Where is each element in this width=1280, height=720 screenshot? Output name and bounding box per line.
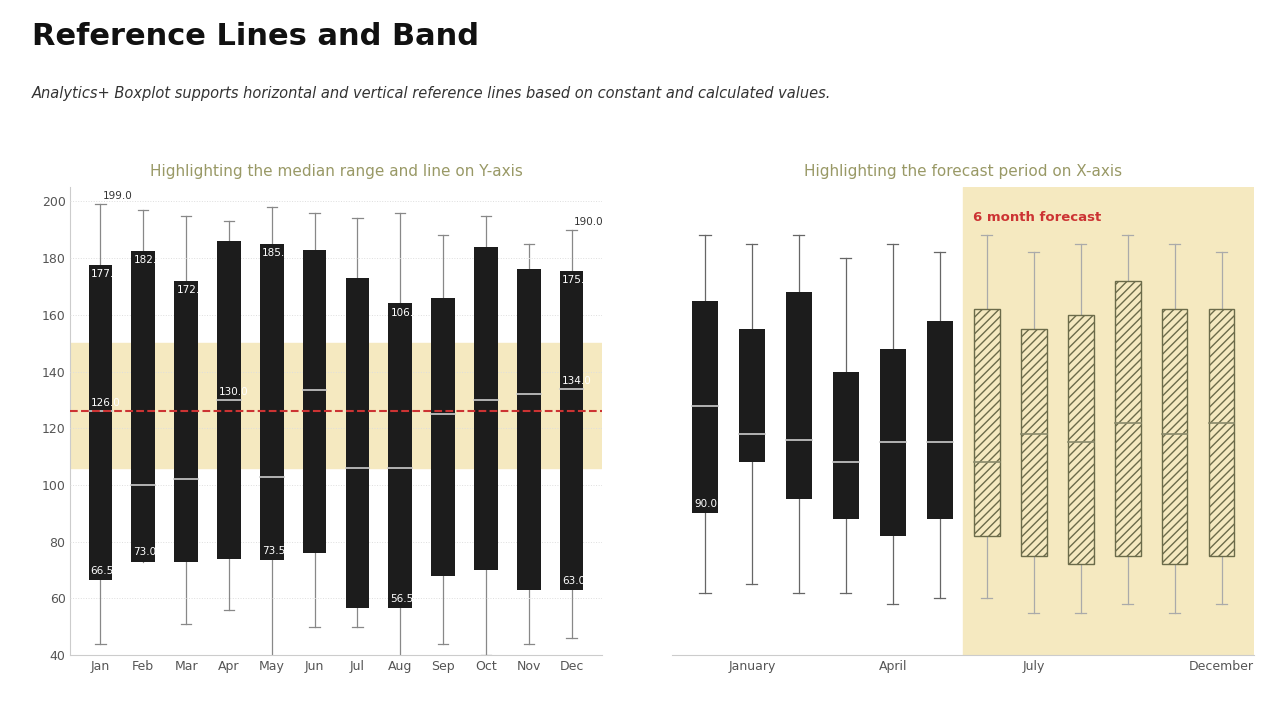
Bar xyxy=(70,343,602,468)
Bar xyxy=(1208,309,1234,556)
Text: 177.5: 177.5 xyxy=(91,269,120,279)
Bar xyxy=(964,187,1254,655)
Bar xyxy=(974,309,1000,536)
Bar xyxy=(431,298,454,576)
Text: 185.0: 185.0 xyxy=(262,248,292,258)
Bar xyxy=(260,244,284,560)
Text: 90.0: 90.0 xyxy=(694,499,717,509)
Bar xyxy=(1162,309,1188,564)
Text: Analytics+ Boxplot supports horizontal and vertical reference lines based on con: Analytics+ Boxplot supports horizontal a… xyxy=(32,86,832,102)
Bar xyxy=(474,247,498,570)
Bar xyxy=(1068,315,1093,564)
Text: 56.5: 56.5 xyxy=(390,594,413,604)
Bar xyxy=(559,271,584,590)
Bar xyxy=(1115,281,1140,556)
Bar xyxy=(974,309,1000,536)
Text: 73.5: 73.5 xyxy=(262,546,285,556)
Text: 6 month forecast: 6 month forecast xyxy=(973,211,1101,224)
Text: 66.5: 66.5 xyxy=(91,566,114,576)
Text: 130.0: 130.0 xyxy=(219,387,248,397)
Bar xyxy=(132,251,155,562)
Bar xyxy=(1020,329,1047,556)
Bar xyxy=(517,269,540,590)
Bar xyxy=(786,292,812,499)
Text: 182.5: 182.5 xyxy=(133,256,164,265)
Bar xyxy=(388,304,412,608)
Bar xyxy=(739,329,764,462)
Bar xyxy=(879,349,906,536)
Bar xyxy=(1162,309,1188,564)
Title: Highlighting the median range and line on Y-axis: Highlighting the median range and line o… xyxy=(150,164,522,179)
Text: 199.0: 199.0 xyxy=(102,192,132,202)
Bar xyxy=(1020,329,1047,556)
Text: 190.0: 190.0 xyxy=(573,217,603,227)
Bar xyxy=(1208,309,1234,556)
Title: Highlighting the forecast period on X-axis: Highlighting the forecast period on X-ax… xyxy=(804,164,1123,179)
Bar xyxy=(833,372,859,519)
Bar xyxy=(88,265,113,580)
Bar xyxy=(218,241,241,559)
Text: 73.0: 73.0 xyxy=(133,547,156,557)
Text: 172.0: 172.0 xyxy=(177,285,206,295)
Text: 106.0: 106.0 xyxy=(390,307,420,318)
Bar xyxy=(346,278,369,608)
Bar xyxy=(692,301,718,513)
Text: 126.0: 126.0 xyxy=(91,398,120,408)
Bar xyxy=(174,281,198,562)
Bar xyxy=(303,250,326,553)
Bar xyxy=(1068,315,1093,564)
Bar xyxy=(927,320,952,519)
Text: Reference Lines and Band: Reference Lines and Band xyxy=(32,22,479,50)
Text: 134.0: 134.0 xyxy=(562,376,591,386)
Text: 175.5: 175.5 xyxy=(562,275,591,285)
Text: 63.0: 63.0 xyxy=(562,576,585,585)
Bar xyxy=(1115,281,1140,556)
